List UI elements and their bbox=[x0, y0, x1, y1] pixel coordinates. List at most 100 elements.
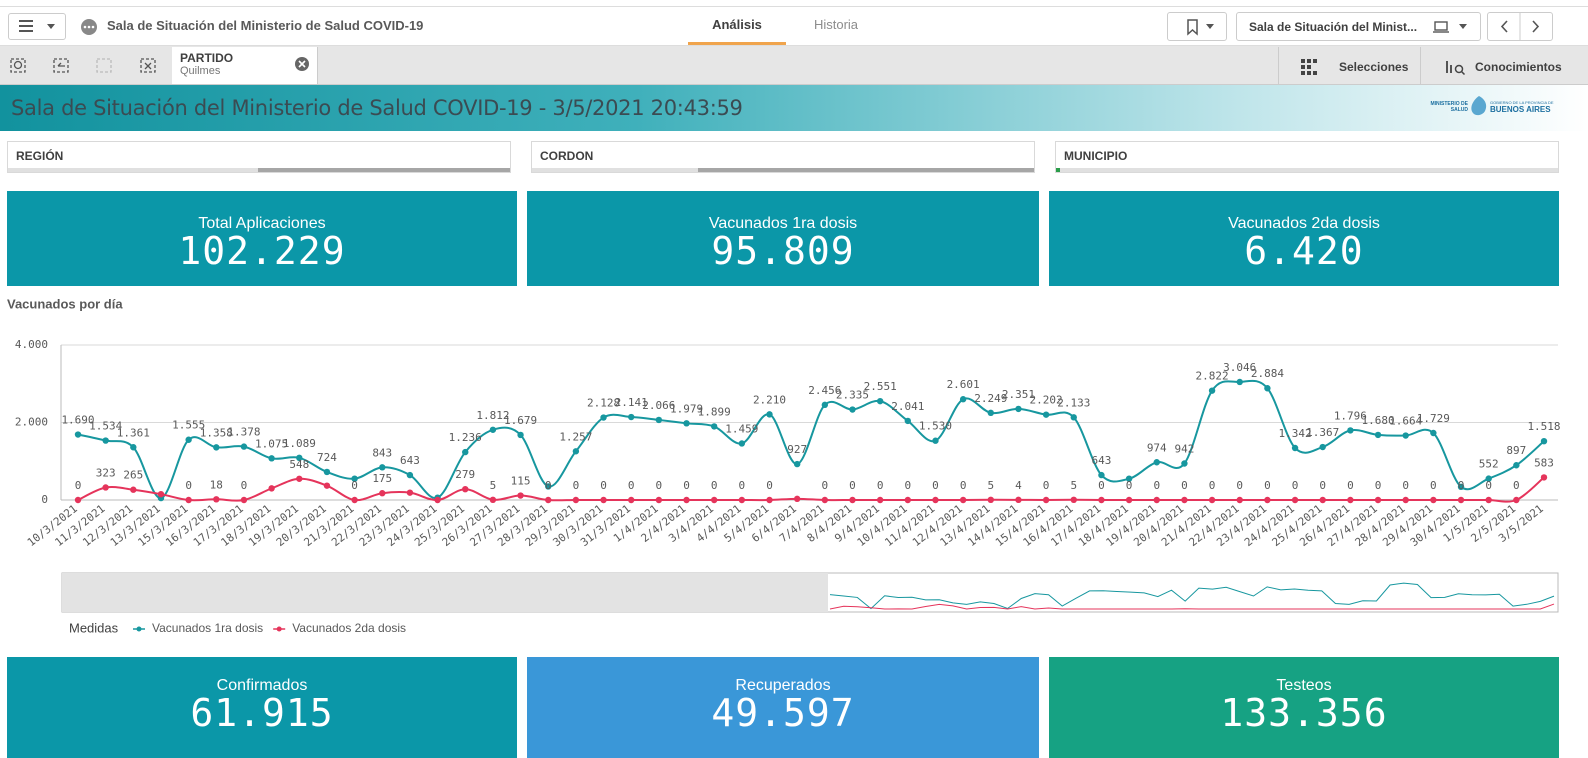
data-label: 974 bbox=[1147, 441, 1167, 454]
selection-chip[interactable]: PARTIDO Quilmes bbox=[172, 47, 318, 84]
app-title: Sala de Situación del Ministerio de Salu… bbox=[107, 18, 424, 33]
data-label: 2.884 bbox=[1251, 367, 1284, 380]
data-label: 0 bbox=[766, 479, 773, 492]
data-point bbox=[268, 455, 275, 462]
data-point bbox=[1374, 496, 1382, 504]
data-point bbox=[351, 496, 358, 504]
data-point bbox=[849, 406, 856, 413]
data-label: 0 bbox=[351, 479, 358, 492]
data-label: 2.335 bbox=[836, 389, 869, 402]
filter-region[interactable]: REGIÓN bbox=[7, 141, 511, 173]
y-tick-label: 0 bbox=[41, 493, 48, 506]
data-point bbox=[572, 448, 580, 455]
data-label: 5 bbox=[1070, 479, 1077, 492]
data-point bbox=[1347, 496, 1354, 504]
kpi-card: Recuperados 49.597 bbox=[527, 657, 1039, 758]
data-label: 1.361 bbox=[117, 426, 150, 439]
data-point bbox=[1513, 496, 1520, 504]
data-point bbox=[268, 485, 275, 492]
insights-button[interactable]: Conocimientos bbox=[1420, 47, 1588, 84]
data-label: 643 bbox=[1091, 454, 1111, 467]
data-point bbox=[1319, 496, 1326, 504]
data-label: 2.041 bbox=[891, 400, 924, 413]
data-point bbox=[1319, 443, 1326, 451]
kpi-label: Testeos bbox=[1276, 677, 1332, 694]
data-point bbox=[1264, 385, 1271, 392]
data-point bbox=[821, 496, 829, 504]
filter-municipio[interactable]: MUNICIPIO bbox=[1055, 141, 1559, 173]
filter-label: MUNICIPIO bbox=[1064, 149, 1128, 163]
data-point bbox=[1540, 437, 1548, 445]
data-label: 1.534 bbox=[89, 420, 122, 433]
data-label: 0 bbox=[1209, 479, 1216, 492]
data-label: 0 bbox=[1098, 479, 1105, 492]
data-point bbox=[1098, 471, 1105, 479]
data-label: 1.555 bbox=[172, 419, 205, 432]
tab[interactable]: Análisis bbox=[712, 17, 762, 32]
data-label: 2.822 bbox=[1196, 370, 1229, 383]
data-point bbox=[323, 468, 331, 476]
bookmark-button[interactable] bbox=[1167, 12, 1227, 41]
data-point bbox=[655, 416, 663, 424]
clear-selection[interactable] bbox=[294, 56, 310, 72]
data-point bbox=[821, 401, 829, 409]
selections-button[interactable]: Selecciones bbox=[1278, 47, 1420, 84]
data-point bbox=[1540, 474, 1548, 481]
sheet-selector[interactable]: Sala de Situación del Minist... bbox=[1236, 12, 1481, 41]
overview-mask bbox=[62, 573, 828, 612]
data-point bbox=[904, 417, 912, 425]
menu-button[interactable] bbox=[8, 13, 66, 40]
data-label: 1.367 bbox=[1306, 426, 1339, 439]
sheet-icons bbox=[1433, 21, 1467, 33]
data-point bbox=[600, 496, 607, 504]
data-label: 1.812 bbox=[476, 409, 509, 422]
tab[interactable]: Historia bbox=[813, 17, 859, 32]
data-point bbox=[240, 496, 248, 504]
kpi-value: 133.356 bbox=[1220, 691, 1388, 735]
data-point bbox=[1430, 429, 1437, 437]
data-label: 2.456 bbox=[808, 384, 841, 397]
nav-buttons[interactable] bbox=[1487, 12, 1553, 41]
data-label: 724 bbox=[317, 451, 337, 464]
logo-province: GOBIERNO DE LA PROVINCIA DE BUENOS AIRES bbox=[1490, 100, 1554, 114]
data-label: 0 bbox=[1485, 479, 1492, 492]
data-point bbox=[710, 496, 718, 504]
logo-province-small: GOBIERNO DE LA PROVINCIA DE bbox=[1490, 100, 1554, 105]
data-point bbox=[683, 420, 690, 427]
data-label: 0 bbox=[932, 479, 939, 492]
data-point bbox=[1208, 387, 1216, 394]
kpi-label: Total Aplicaciones bbox=[198, 215, 326, 232]
data-point bbox=[793, 495, 801, 503]
data-point bbox=[683, 496, 690, 504]
kpi-label: Confirmados bbox=[216, 677, 308, 694]
data-label: 0 bbox=[573, 479, 580, 492]
data-label: 1.075 bbox=[255, 437, 288, 450]
data-label: 1.236 bbox=[449, 431, 482, 444]
data-point bbox=[793, 460, 801, 468]
data-label: 0 bbox=[1513, 479, 1520, 492]
data-label: 1.518 bbox=[1527, 420, 1560, 433]
data-label: 1.729 bbox=[1417, 412, 1450, 425]
data-point bbox=[545, 483, 552, 490]
data-point bbox=[434, 496, 441, 504]
filter-cordon[interactable]: CORDON bbox=[531, 141, 1035, 173]
data-point bbox=[1485, 475, 1492, 482]
data-point bbox=[102, 484, 109, 491]
data-label: 4 bbox=[1015, 479, 1022, 492]
data-label: 1.342 bbox=[1278, 427, 1311, 440]
logo-province-name: BUENOS AIRES bbox=[1490, 105, 1551, 114]
data-label: 0 bbox=[1264, 479, 1271, 492]
sheet-selector-text: Sala de Situación del Minist... bbox=[1249, 20, 1418, 34]
data-label: 3.046 bbox=[1223, 361, 1256, 374]
app-icon bbox=[81, 19, 97, 35]
data-point bbox=[130, 444, 137, 451]
data-label: 942 bbox=[1174, 442, 1194, 455]
selection-tools[interactable] bbox=[0, 46, 172, 85]
data-point bbox=[240, 443, 248, 450]
kpi-card: Vacunados 2da dosis 6.420 bbox=[1049, 191, 1559, 286]
data-point bbox=[489, 426, 497, 433]
data-point bbox=[185, 436, 192, 443]
data-label: 0 bbox=[628, 479, 635, 492]
data-point bbox=[572, 496, 580, 504]
data-label: 548 bbox=[289, 458, 309, 471]
